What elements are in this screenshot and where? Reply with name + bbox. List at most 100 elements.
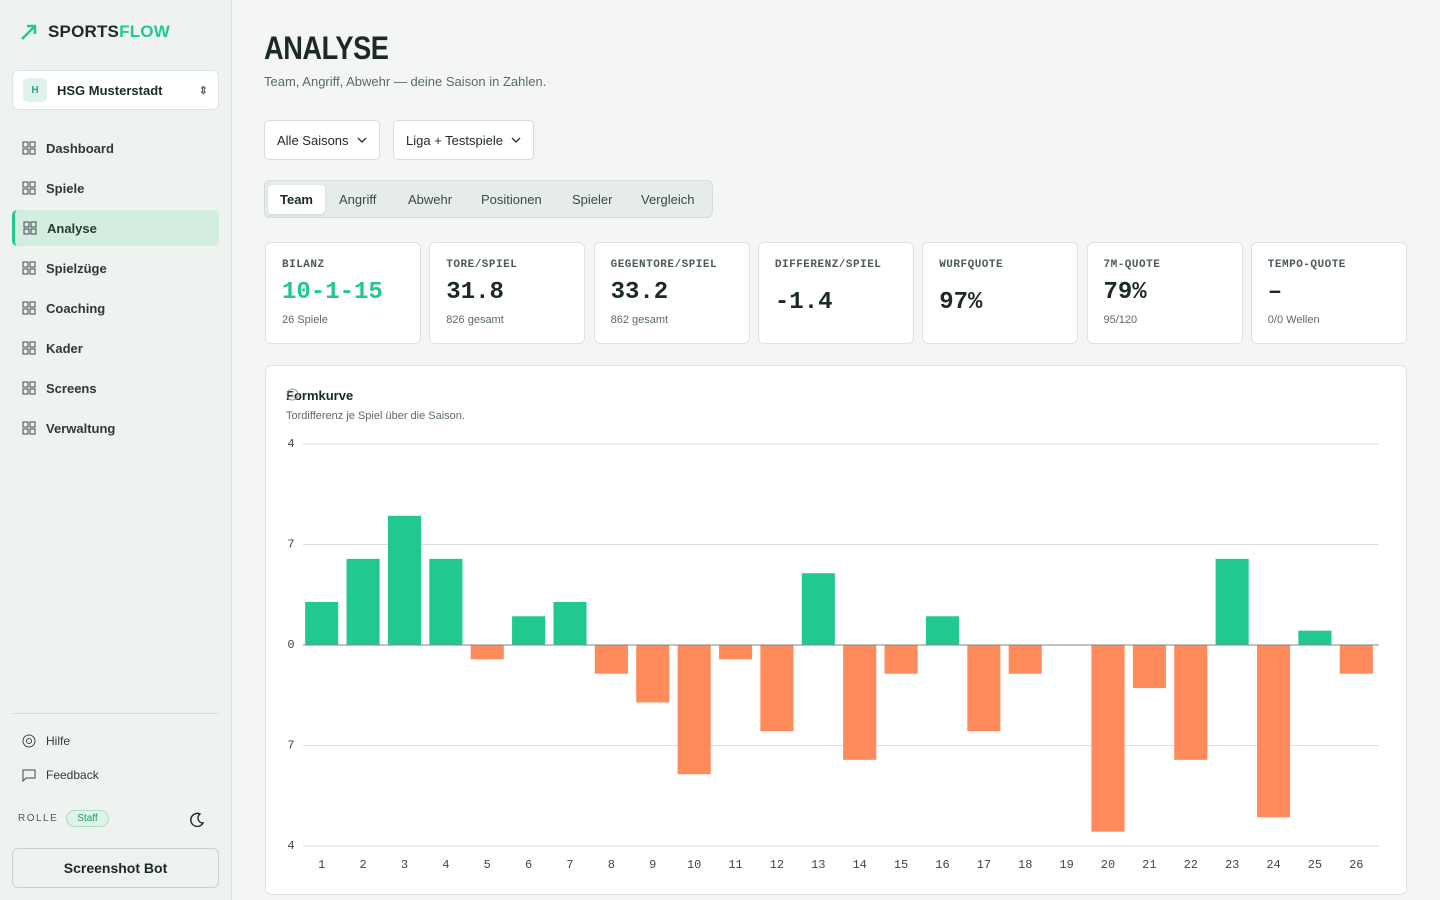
help-text: Hilfe	[46, 734, 71, 748]
x-tick-label: 11	[728, 858, 742, 872]
filter-dropdown[interactable]: Alle Saisons	[264, 120, 380, 160]
x-tick-label: 23	[1225, 858, 1239, 872]
page-title: ANALYSE	[264, 30, 389, 66]
kpi-label: 7M-QUOTE	[1103, 259, 1161, 271]
bar	[718, 645, 753, 660]
bar	[470, 645, 504, 660]
feedback-link[interactable]: Feedback	[22, 768, 99, 782]
kpi-note: 0/0 Wellen	[1267, 314, 1320, 326]
nav-icon	[22, 301, 36, 315]
chart-card: 4 7 0 7 4 1 2 3 4 5 6 7 8 9 10 11 12 13 14 15 16 17 18 19 20 21 22…	[265, 365, 1407, 895]
bar	[1298, 630, 1332, 645]
nav-icon	[23, 221, 37, 235]
nav-item[interactable]: Spielzüge	[12, 250, 219, 286]
kpi-label: TEMPO-QUOTE	[1267, 259, 1346, 271]
bar	[677, 645, 711, 775]
bar	[760, 645, 794, 732]
tab[interactable]: Positionen	[481, 192, 542, 207]
nav-item[interactable]: Analyse	[12, 210, 219, 246]
kpi-value: -1.4	[774, 289, 833, 316]
kpi-label: TORE/SPIEL	[446, 259, 518, 271]
filter-label: Liga + Testspiele	[406, 132, 503, 148]
kpi-card: GEGENTORE/SPIEL 33.2 862 gesamt	[593, 242, 750, 344]
x-tick-label: 20	[1101, 858, 1115, 872]
x-tick-label: 12	[770, 858, 784, 872]
bar	[1215, 558, 1249, 645]
y-tick-label: 7	[287, 538, 294, 552]
tab[interactable]: Vergleich	[641, 192, 695, 207]
kpi-value: 33.2	[610, 279, 669, 306]
role: ROLLE Staff	[18, 810, 109, 827]
theme-toggle[interactable]	[189, 812, 205, 828]
x-tick-label: 16	[935, 858, 949, 872]
nav-item[interactable]: Spiele	[12, 170, 219, 206]
bar	[305, 601, 339, 645]
bar	[843, 645, 877, 760]
separator	[12, 713, 219, 714]
chevron	[357, 137, 367, 143]
x-tick-label: 7	[566, 858, 573, 872]
tab[interactable]: Team	[268, 185, 325, 214]
kpi-card: TEMPO-QUOTE – 0/0 Wellen	[1250, 242, 1407, 344]
bar	[1339, 645, 1373, 674]
kpi-label: DIFFERENZ/SPIEL	[774, 259, 882, 271]
chevron: ⇕	[198, 84, 208, 97]
bar	[512, 616, 546, 645]
bar	[801, 573, 835, 645]
x-tick-label: 22	[1184, 858, 1198, 872]
role-label: ROLLE	[18, 813, 59, 824]
x-tick-label: 21	[1142, 858, 1156, 872]
bar	[1091, 645, 1125, 832]
nav-item[interactable]: Screens	[12, 370, 219, 406]
chevron	[511, 137, 521, 143]
nav-item[interactable]: Coaching	[12, 290, 219, 326]
filter-dropdown[interactable]: Liga + Testspiele	[393, 120, 534, 160]
kpi-value: 97%	[939, 289, 983, 316]
kpi-card: BILANZ 10-1-15 26 Spiele	[265, 242, 421, 344]
chart-title-row: Formkurve	[286, 388, 353, 403]
icon	[22, 769, 36, 782]
y-tick-label: 7	[287, 739, 294, 753]
y-tick-label: 4	[287, 437, 294, 451]
team-initial: H	[23, 78, 47, 102]
role-pill: Staff	[66, 810, 109, 827]
help-link[interactable]: Hilfe	[22, 734, 70, 748]
nav-label: Analyse	[47, 220, 97, 236]
brand: SPORTSFLOW	[20, 22, 170, 42]
nav-item[interactable]: Verwaltung	[12, 410, 219, 446]
team-switcher[interactable]: H HSG Musterstadt ⇕	[12, 70, 219, 110]
user-button[interactable]: Screenshot Bot	[12, 848, 219, 888]
nav-icon	[22, 141, 36, 155]
x-tick-label: 10	[687, 858, 701, 872]
x-tick-label: 1	[318, 858, 325, 872]
x-tick-label: 3	[401, 858, 408, 872]
kpi-card: 7M-QUOTE 79% 95/120	[1086, 242, 1243, 344]
nav-label: Spiele	[46, 180, 85, 196]
kpi-note: 862 gesamt	[610, 314, 669, 326]
y-tick-label: 0	[287, 638, 294, 652]
y-tick-label: 4	[287, 839, 294, 853]
chart-title: Formkurve	[286, 388, 354, 403]
x-tick-label: 18	[1018, 858, 1032, 872]
nav-item[interactable]: Kader	[12, 330, 219, 366]
kpi-note: 826 gesamt	[446, 314, 504, 326]
kpi-value: 31.8	[446, 279, 504, 306]
bar	[1132, 645, 1166, 689]
brand-icon	[21, 24, 37, 40]
nav-icon	[22, 261, 36, 275]
x-tick-label: 15	[894, 858, 908, 872]
bar	[925, 616, 960, 645]
tab[interactable]: Abwehr	[408, 192, 453, 207]
sidebar: SPORTSFLOW H HSG Musterstadt ⇕ Dashboard…	[0, 0, 232, 900]
tab[interactable]: Spieler	[572, 192, 613, 207]
x-tick-label: 5	[484, 858, 491, 872]
info-icon[interactable]	[286, 388, 299, 401]
nav-item[interactable]: Dashboard	[12, 130, 219, 166]
bar	[1174, 645, 1208, 760]
brand-a: SPORTS	[48, 22, 120, 41]
team-name: HSG Musterstadt	[57, 82, 163, 98]
icon	[22, 734, 36, 748]
nav-label: Screens	[46, 380, 97, 396]
tab[interactable]: Angriff	[339, 192, 377, 207]
